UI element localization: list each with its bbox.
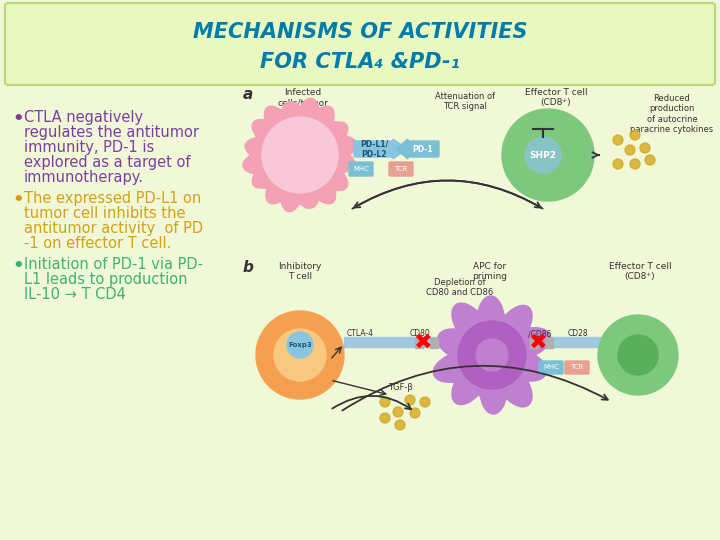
FancyBboxPatch shape [354,141,394,157]
Circle shape [256,311,344,399]
Text: regulates the antitumor: regulates the antitumor [24,125,199,140]
FancyBboxPatch shape [545,338,553,348]
Text: Infected
cells/tumor: Infected cells/tumor [278,88,328,107]
Text: TCR: TCR [395,166,408,172]
Circle shape [598,315,678,395]
Circle shape [410,408,420,418]
Circle shape [618,335,658,375]
Text: Effector T cell
(CD8⁺): Effector T cell (CD8⁺) [525,88,588,107]
Text: MHC: MHC [543,364,559,370]
Text: TCR: TCR [570,364,584,370]
Circle shape [613,135,623,145]
FancyBboxPatch shape [407,141,439,157]
Text: Foxp3: Foxp3 [288,342,312,348]
Polygon shape [243,98,357,212]
Text: tumor cell inhibits the: tumor cell inhibits the [24,206,186,221]
Circle shape [380,413,390,423]
Polygon shape [396,139,408,159]
Text: •: • [12,257,24,275]
Circle shape [502,109,594,201]
Text: CD28: CD28 [567,329,588,338]
Text: a: a [243,87,253,102]
Text: Depletion of
CD80 and CD86: Depletion of CD80 and CD86 [426,278,494,298]
Text: APC for
priming: APC for priming [472,262,508,281]
Text: Reduced
production
of autocrine
paracrine cytokines: Reduced production of autocrine paracrin… [631,94,714,134]
Circle shape [274,329,326,381]
FancyBboxPatch shape [5,3,715,85]
Text: CTLA negatively: CTLA negatively [24,110,143,125]
FancyBboxPatch shape [415,338,423,348]
Polygon shape [393,139,407,159]
Circle shape [476,339,508,371]
FancyBboxPatch shape [539,361,563,374]
Text: FOR CTLA₄ &PD-₁: FOR CTLA₄ &PD-₁ [260,52,460,72]
Text: ∕CD86: ∕CD86 [528,329,552,338]
Circle shape [525,137,561,173]
Circle shape [640,143,650,153]
Text: PD-1: PD-1 [413,145,433,153]
Circle shape [630,159,640,169]
Circle shape [613,159,623,169]
Text: Initiation of PD-1 via PD-: Initiation of PD-1 via PD- [24,257,203,272]
Text: SHP2: SHP2 [529,151,557,159]
Text: CD80: CD80 [410,329,431,338]
Polygon shape [433,296,551,414]
Text: immunotherapy.: immunotherapy. [24,170,144,185]
Text: CTLA-4: CTLA-4 [346,329,374,338]
FancyBboxPatch shape [430,338,438,348]
Text: b: b [243,260,254,275]
FancyBboxPatch shape [565,361,589,374]
Circle shape [393,407,403,417]
Text: The expressed PD-L1 on: The expressed PD-L1 on [24,191,202,206]
FancyBboxPatch shape [389,162,413,176]
Circle shape [287,332,313,358]
Text: •: • [12,191,24,209]
FancyBboxPatch shape [349,162,373,176]
Text: antitumor activity  of PD: antitumor activity of PD [24,221,203,236]
Circle shape [625,145,635,155]
Text: Attenuation of
TCR signal: Attenuation of TCR signal [435,92,495,111]
FancyBboxPatch shape [530,338,538,348]
Text: IL-10 → T CD4: IL-10 → T CD4 [24,287,126,302]
Text: TGF-β: TGF-β [387,383,413,392]
Polygon shape [262,117,338,193]
Text: •: • [12,110,24,128]
Text: MECHANISMS OF ACTIVITIES: MECHANISMS OF ACTIVITIES [193,22,527,42]
Text: L1 leads to production: L1 leads to production [24,272,187,287]
Circle shape [395,420,405,430]
Text: -1 on effector T cell.: -1 on effector T cell. [24,236,171,251]
Text: MHC: MHC [353,166,369,172]
Circle shape [630,130,640,140]
Circle shape [645,155,655,165]
Text: Inhibitory
T cell: Inhibitory T cell [279,262,322,281]
Circle shape [405,395,415,405]
Text: immunity, PD-1 is: immunity, PD-1 is [24,140,154,155]
Text: explored as a target of: explored as a target of [24,155,191,170]
Text: Effector T cell
(CD8⁺): Effector T cell (CD8⁺) [608,262,671,281]
Text: ✖: ✖ [528,333,546,353]
Text: PD-L1/
PD-L2: PD-L1/ PD-L2 [360,139,388,159]
Text: ✖: ✖ [413,333,431,353]
Polygon shape [458,321,526,389]
Circle shape [380,397,390,407]
Circle shape [420,397,430,407]
